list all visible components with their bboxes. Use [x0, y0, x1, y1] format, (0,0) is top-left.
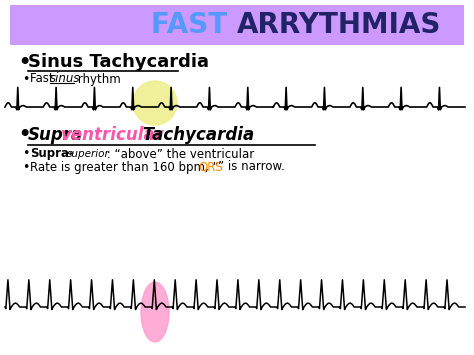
Text: ARRYTHMIAS: ARRYTHMIAS — [237, 11, 441, 39]
Text: ” is narrow.: ” is narrow. — [218, 160, 285, 174]
Text: •: • — [22, 147, 29, 160]
Text: sinus: sinus — [50, 72, 81, 86]
Text: Sinus Tachycardia: Sinus Tachycardia — [28, 53, 209, 71]
Text: •: • — [18, 126, 30, 144]
Text: : “above” the ventricular: : “above” the ventricular — [103, 147, 254, 160]
Text: •: • — [22, 160, 29, 174]
Text: •: • — [22, 72, 29, 86]
Bar — [10, 5, 464, 45]
Text: •: • — [18, 53, 30, 71]
Text: Fast: Fast — [30, 72, 57, 86]
Text: superior: superior — [67, 149, 110, 159]
Text: Tachycardia: Tachycardia — [137, 126, 254, 144]
Text: Supra-: Supra- — [30, 147, 74, 160]
Text: Rate is greater than 160 bpm, “: Rate is greater than 160 bpm, “ — [30, 160, 219, 174]
Text: rhythm: rhythm — [74, 72, 121, 86]
Circle shape — [133, 81, 177, 125]
Text: FAST: FAST — [151, 11, 237, 39]
Ellipse shape — [141, 282, 169, 342]
Text: Supra: Supra — [28, 126, 83, 144]
Text: ventricular: ventricular — [61, 126, 164, 144]
Text: QRS: QRS — [198, 160, 223, 174]
